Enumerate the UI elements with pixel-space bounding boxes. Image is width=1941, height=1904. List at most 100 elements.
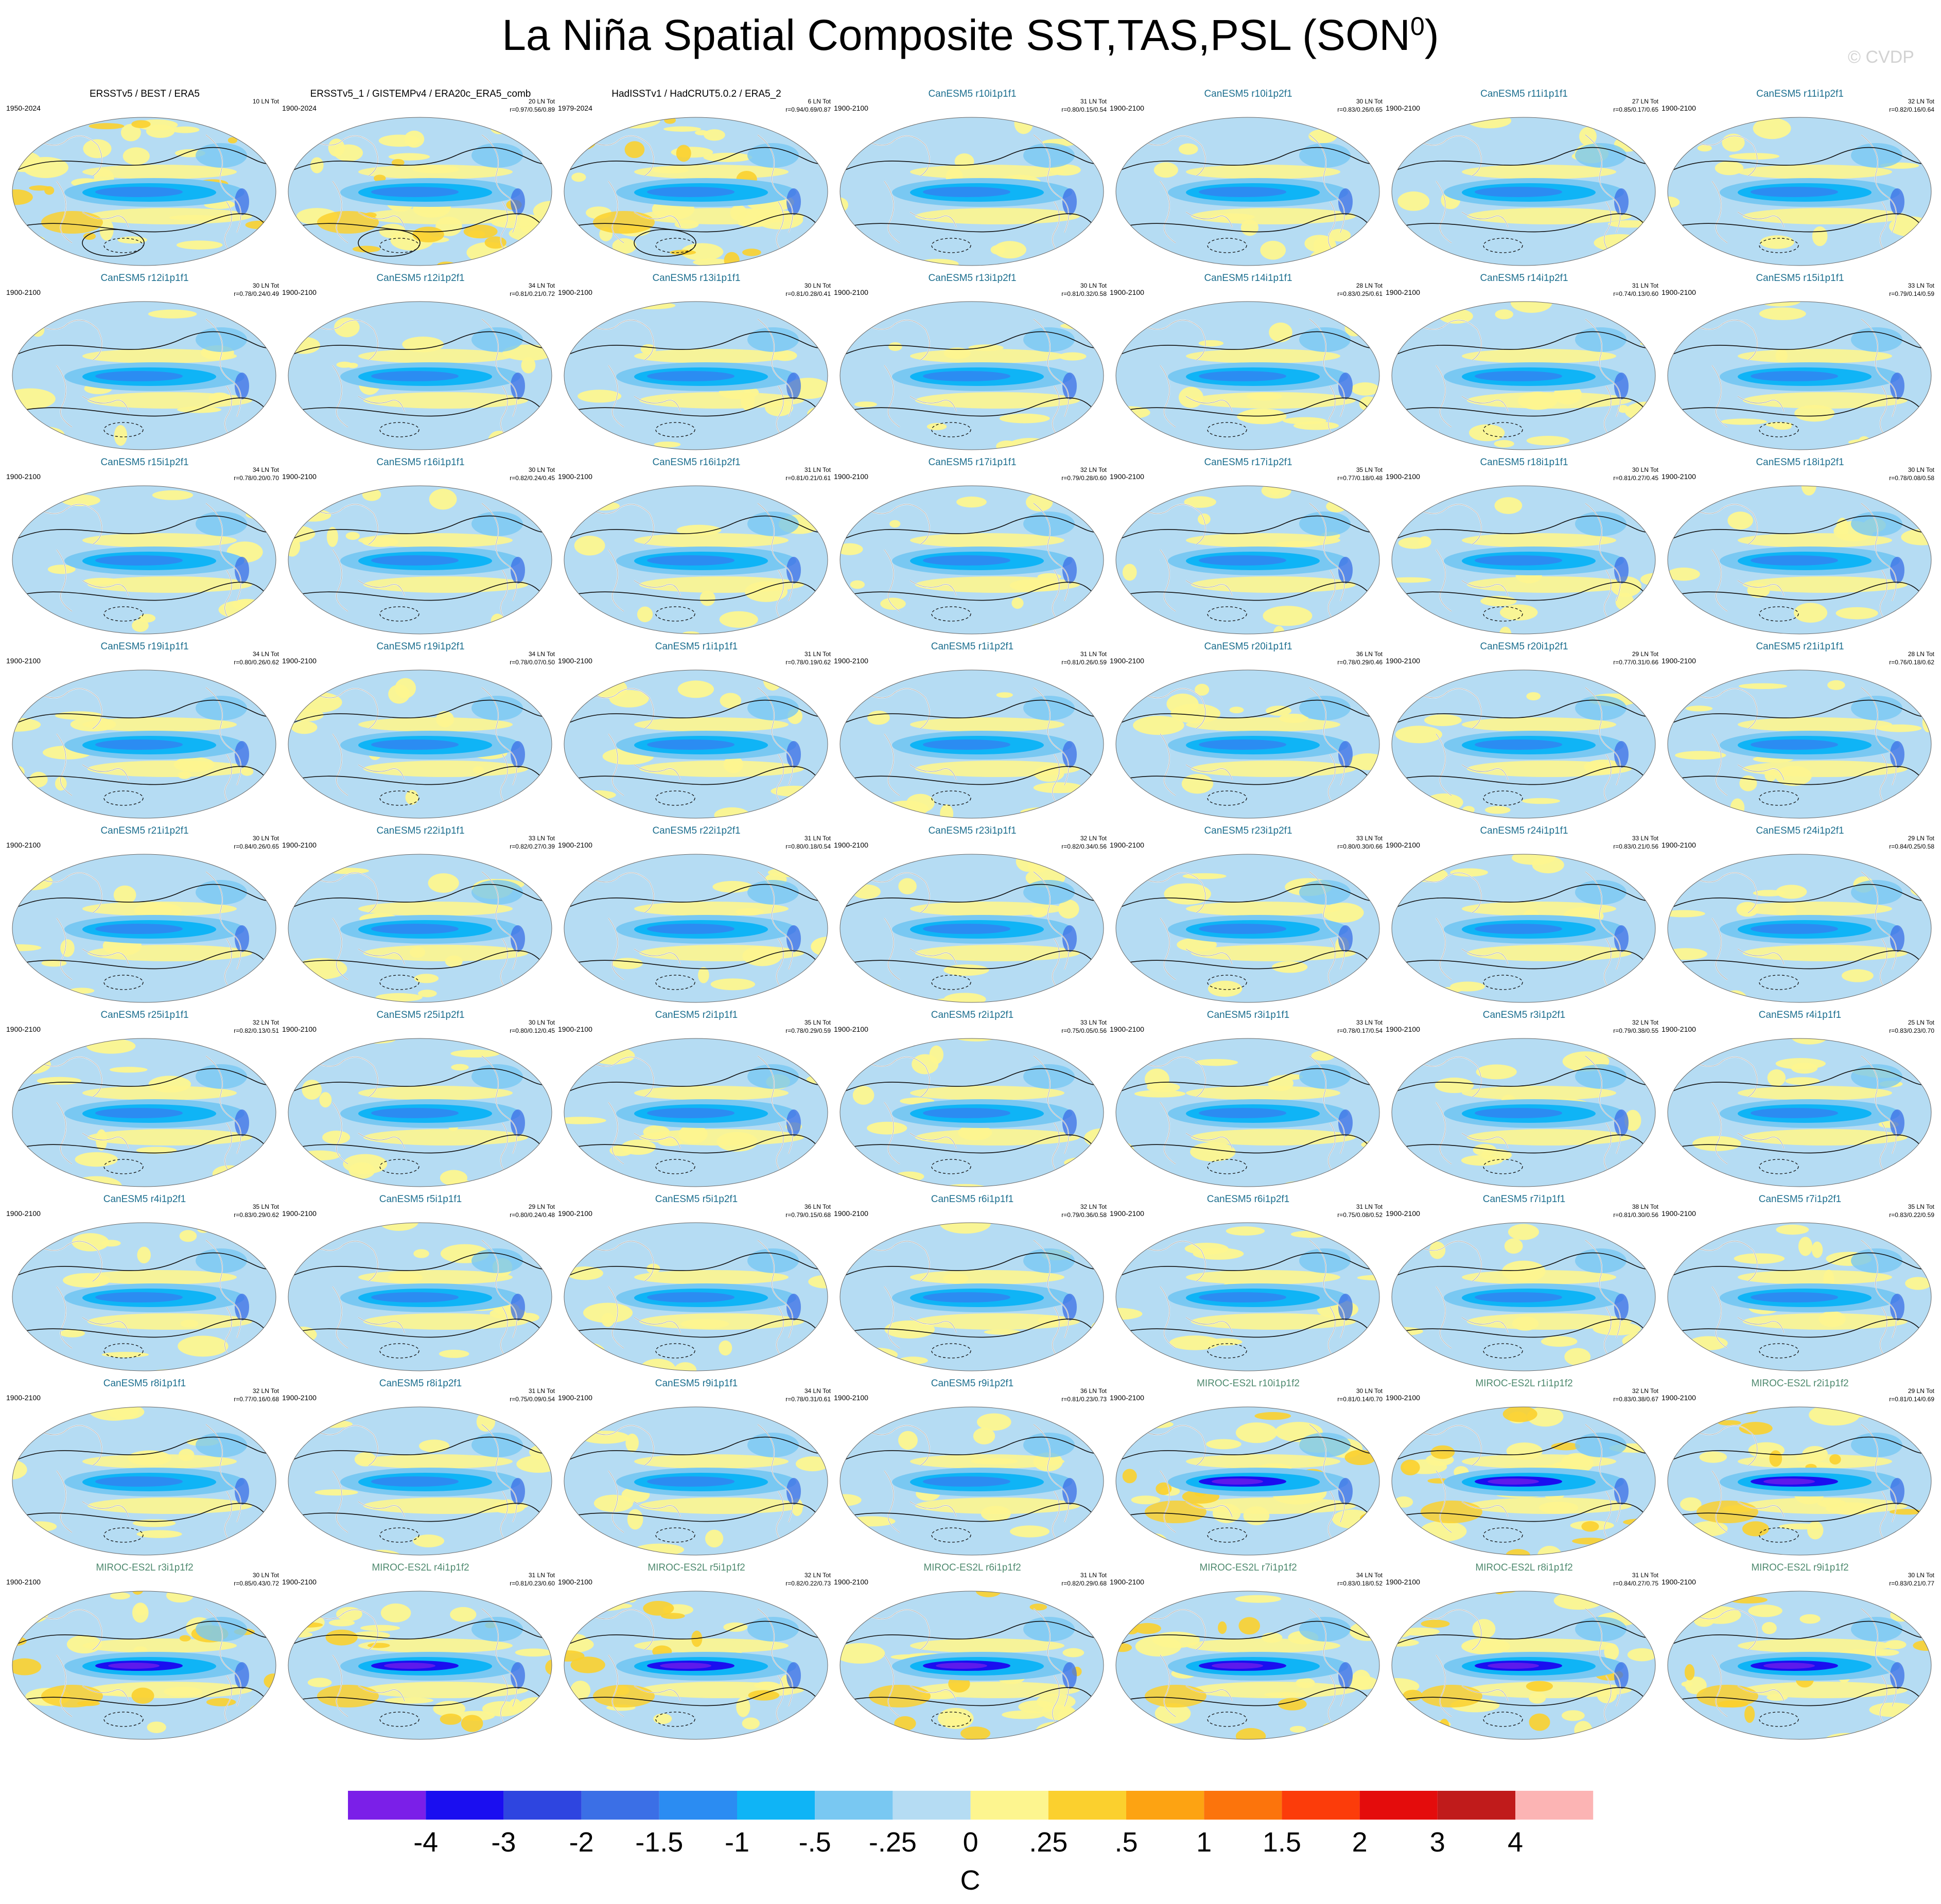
panel-title: MIROC-ES2L r3i1p1f2: [96, 1562, 194, 1573]
robinson-map: [564, 1222, 828, 1371]
panel-event-count: 6 LN Tot: [808, 98, 831, 105]
panel-years: 1900-2100: [6, 1394, 41, 1402]
panel-years: 1900-2100: [1386, 657, 1420, 665]
map-panel: CanESM5 r18i1p2f1 1900-2100 30 LN Tot r=0.7…: [1662, 457, 1938, 641]
panel-title: CanESM5 r11i1p2f1: [1756, 89, 1844, 99]
panel-years: 1900-2100: [834, 1209, 868, 1218]
colorbar-swatch: [581, 1791, 659, 1820]
map-panel: CanESM5 r23i1p2f1 1900-2100 33 LN Tot r=0.8…: [1110, 825, 1387, 1010]
robinson-map: [288, 117, 552, 266]
panel-title: CanESM5 r23i1p2f1: [1204, 825, 1292, 836]
panel-years: 1900-2100: [6, 288, 41, 296]
colorbar-swatch: [1437, 1791, 1515, 1820]
panel-pattern-correlation: r=0.80/0.15/0.54: [1061, 106, 1107, 113]
map-panel: CanESM5 r12i1p2f1 1900-2100 34 LN Tot r=0.8…: [282, 273, 559, 457]
panel-title: CanESM5 r17i1p2f1: [1204, 457, 1292, 468]
panel-pattern-correlation: r=0.79/0.14/0.59: [1889, 290, 1934, 297]
panel-pattern-correlation: r=0.78/0.17/0.54: [1337, 1027, 1383, 1034]
figure-title-close: ): [1424, 11, 1439, 59]
map-panel: CanESM5 r25i1p1f1 1900-2100 32 LN Tot r=0.8…: [6, 1010, 283, 1194]
robinson-map: [840, 1222, 1104, 1371]
panel-event-count: 30 LN Tot: [804, 282, 831, 289]
panel-years: 1900-2100: [834, 288, 868, 296]
panel-years: 1900-2100: [558, 1209, 592, 1218]
colorbar-swatch: [348, 1791, 426, 1820]
panel-pattern-correlation: r=0.78/0.07/0.50: [510, 659, 555, 666]
robinson-map: [564, 669, 828, 819]
panel-years: 1900-2100: [6, 1578, 41, 1586]
panel-title: CanESM5 r3i1p2f1: [1482, 1010, 1566, 1020]
panel-pattern-correlation: r=0.81/0.23/0.73: [1061, 1396, 1107, 1403]
panel-years: 1900-2100: [1386, 104, 1420, 112]
robinson-map: [840, 485, 1104, 634]
panel-title: CanESM5 r5i1p2f1: [655, 1194, 738, 1205]
robinson-map: [564, 1406, 828, 1556]
panel-years: 1900-2024: [282, 104, 317, 112]
panel-pattern-correlation: r=0.84/0.25/0.58: [1889, 843, 1934, 850]
panel-years: 1900-2100: [1110, 1578, 1144, 1586]
map-panel: CanESM5 r19i1p1f1 1900-2100 34 LN Tot r=0.8…: [6, 641, 283, 825]
panel-years: 1900-2100: [558, 1394, 592, 1402]
panel-years: 1900-2100: [282, 1025, 317, 1033]
panel-event-count: 38 LN Tot: [1632, 1203, 1658, 1210]
panel-years: 1900-2100: [1662, 1578, 1696, 1586]
robinson-map: [288, 1038, 552, 1187]
panel-title: CanESM5 r2i1p2f1: [931, 1010, 1014, 1020]
panel-event-count: 31 LN Tot: [1632, 1572, 1658, 1579]
map-panel: CanESM5 r19i1p2f1 1900-2100 34 LN Tot r=0.7…: [282, 641, 559, 825]
robinson-map: [1115, 1591, 1380, 1740]
panel-pattern-correlation: r=0.82/0.24/0.45: [510, 474, 555, 482]
panel-title: CanESM5 r2i1p1f1: [655, 1010, 738, 1020]
panel-event-count: 28 LN Tot: [1356, 282, 1383, 289]
panel-title: CanESM5 r7i1p1f1: [1482, 1194, 1566, 1205]
robinson-map: [564, 117, 828, 266]
panel-years: 1900-2100: [834, 472, 868, 481]
map-panel: MIROC-ES2L r9i1p1f2 1900-2100 30 LN Tot r=0…: [1662, 1562, 1938, 1747]
map-panel: MIROC-ES2L r1i1p1f2 1900-2100 32 LN Tot r=0…: [1386, 1378, 1663, 1562]
map-panel: CanESM5 r4i1p1f1 1900-2100 25 LN Tot r=0.83…: [1662, 1010, 1938, 1194]
robinson-map: [840, 1406, 1104, 1556]
map-panel: CanESM5 r13i1p2f1 1900-2100 30 LN Tot r=0.8…: [834, 273, 1111, 457]
panel-pattern-correlation: r=0.83/0.26/0.65: [1337, 106, 1383, 113]
panel-pattern-correlation: r=0.85/0.43/0.72: [234, 1580, 279, 1587]
map-panel: CanESM5 r2i1p2f1 1900-2100 33 LN Tot r=0.75…: [834, 1010, 1111, 1194]
map-panel: CanESM5 r9i1p1f1 1900-2100 34 LN Tot r=0.78…: [558, 1378, 835, 1562]
robinson-map: [288, 485, 552, 634]
panel-event-count: 34 LN Tot: [528, 282, 555, 289]
panel-title: CanESM5 r15i1p2f1: [100, 457, 189, 468]
panel-title: CanESM5 r14i1p1f1: [1204, 273, 1292, 284]
panel-event-count: 35 LN Tot: [1908, 1203, 1934, 1210]
map-panel: CanESM5 r15i1p2f1 1900-2100 34 LN Tot r=0.7…: [6, 457, 283, 641]
panel-event-count: 20 LN Tot: [528, 98, 555, 105]
map-panel: HadISSTv1 / HadCRUT5.0.2 / ERA5_2 1979-20…: [558, 89, 835, 273]
colorbar-tick-label: -3: [491, 1827, 516, 1858]
panel-pattern-correlation: r=0.77/0.18/0.48: [1337, 474, 1383, 482]
panel-years: 1900-2100: [1662, 841, 1696, 849]
figure-title: La Niña Spatial Composite SST,TAS,PSL (S…: [0, 10, 1941, 60]
robinson-map: [288, 1222, 552, 1371]
panel-pattern-correlation: r=0.78/0.20/0.70: [234, 474, 279, 482]
panel-title: CanESM5 r23i1p1f1: [928, 825, 1017, 836]
robinson-map: [1667, 301, 1932, 450]
panel-pattern-correlation: r=0.78/0.29/0.59: [785, 1027, 831, 1034]
map-panel: CanESM5 r21i1p2f1 1900-2100 30 LN Tot r=0.8…: [6, 825, 283, 1010]
panel-event-count: 33 LN Tot: [1632, 835, 1658, 842]
colorbar-swatch: [1126, 1791, 1204, 1820]
map-panel: MIROC-ES2L r4i1p1f2 1900-2100 31 LN Tot r=0…: [282, 1562, 559, 1747]
panel-years: 1950-2024: [6, 104, 41, 112]
robinson-map: [1391, 301, 1656, 450]
panel-title: CanESM5 r16i1p1f1: [376, 457, 465, 468]
robinson-map: [840, 117, 1104, 266]
panel-pattern-correlation: r=0.78/0.08/0.58: [1889, 474, 1934, 482]
panel-years: 1900-2100: [1110, 841, 1144, 849]
robinson-map: [1667, 1038, 1932, 1187]
panel-event-count: 33 LN Tot: [1356, 835, 1383, 842]
panel-years: 1900-2100: [834, 841, 868, 849]
panel-pattern-correlation: r=0.78/0.24/0.49: [234, 290, 279, 297]
panel-pattern-correlation: r=0.79/0.38/0.55: [1613, 1027, 1658, 1034]
map-panel: MIROC-ES2L r7i1p1f2 1900-2100 34 LN Tot r=0…: [1110, 1562, 1387, 1747]
robinson-map: [1667, 1591, 1932, 1740]
robinson-map: [12, 485, 276, 634]
colorbar-tick-label: 1: [1196, 1827, 1212, 1858]
panel-pattern-correlation: r=0.78/0.31/0.61: [785, 1396, 831, 1403]
